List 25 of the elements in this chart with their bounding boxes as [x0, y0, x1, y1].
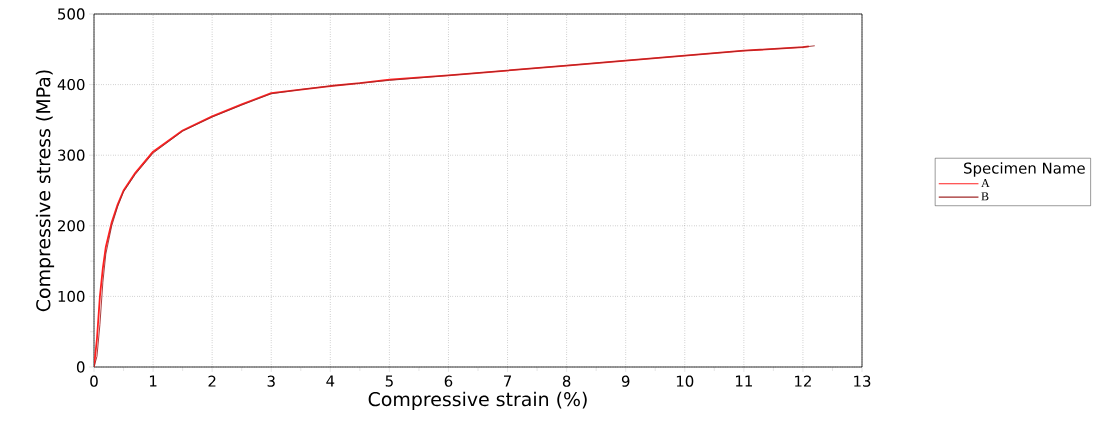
x-tick-label: 3 — [267, 375, 275, 387]
x-tick-label: 6 — [444, 375, 453, 387]
y-tick-label: 100 — [58, 290, 85, 303]
x-tick-label: 12 — [795, 375, 811, 387]
x-tick-label: 1 — [149, 375, 157, 387]
x-tick-label: 10 — [676, 375, 694, 387]
y-tick-label: 200 — [58, 220, 85, 232]
y-tick-label: 300 — [58, 149, 85, 161]
y-tick-label: 500 — [58, 8, 85, 20]
x-tick-label: 0 — [90, 375, 98, 387]
x-axis-title: Compressive strain (%) — [368, 391, 587, 410]
x-tick-label: 9 — [621, 375, 630, 387]
x-tick-label: 7 — [504, 375, 512, 387]
x-tick-label: 2 — [208, 375, 216, 387]
y-tick-label: 0 — [76, 361, 85, 373]
x-tick-label: 11 — [735, 375, 752, 387]
x-tick-label: 4 — [326, 375, 335, 387]
legend-label: B — [981, 192, 989, 201]
legend-label: A — [981, 179, 990, 187]
x-tick-label: 13 — [854, 375, 871, 387]
x-tick-label: 8 — [562, 375, 571, 387]
legend-title: Specimen Name — [964, 162, 1085, 177]
x-tick-label: 5 — [385, 375, 393, 387]
y-axis-title: Compressive stress (MPa) — [35, 70, 55, 312]
y-tick-label: 400 — [57, 78, 85, 91]
